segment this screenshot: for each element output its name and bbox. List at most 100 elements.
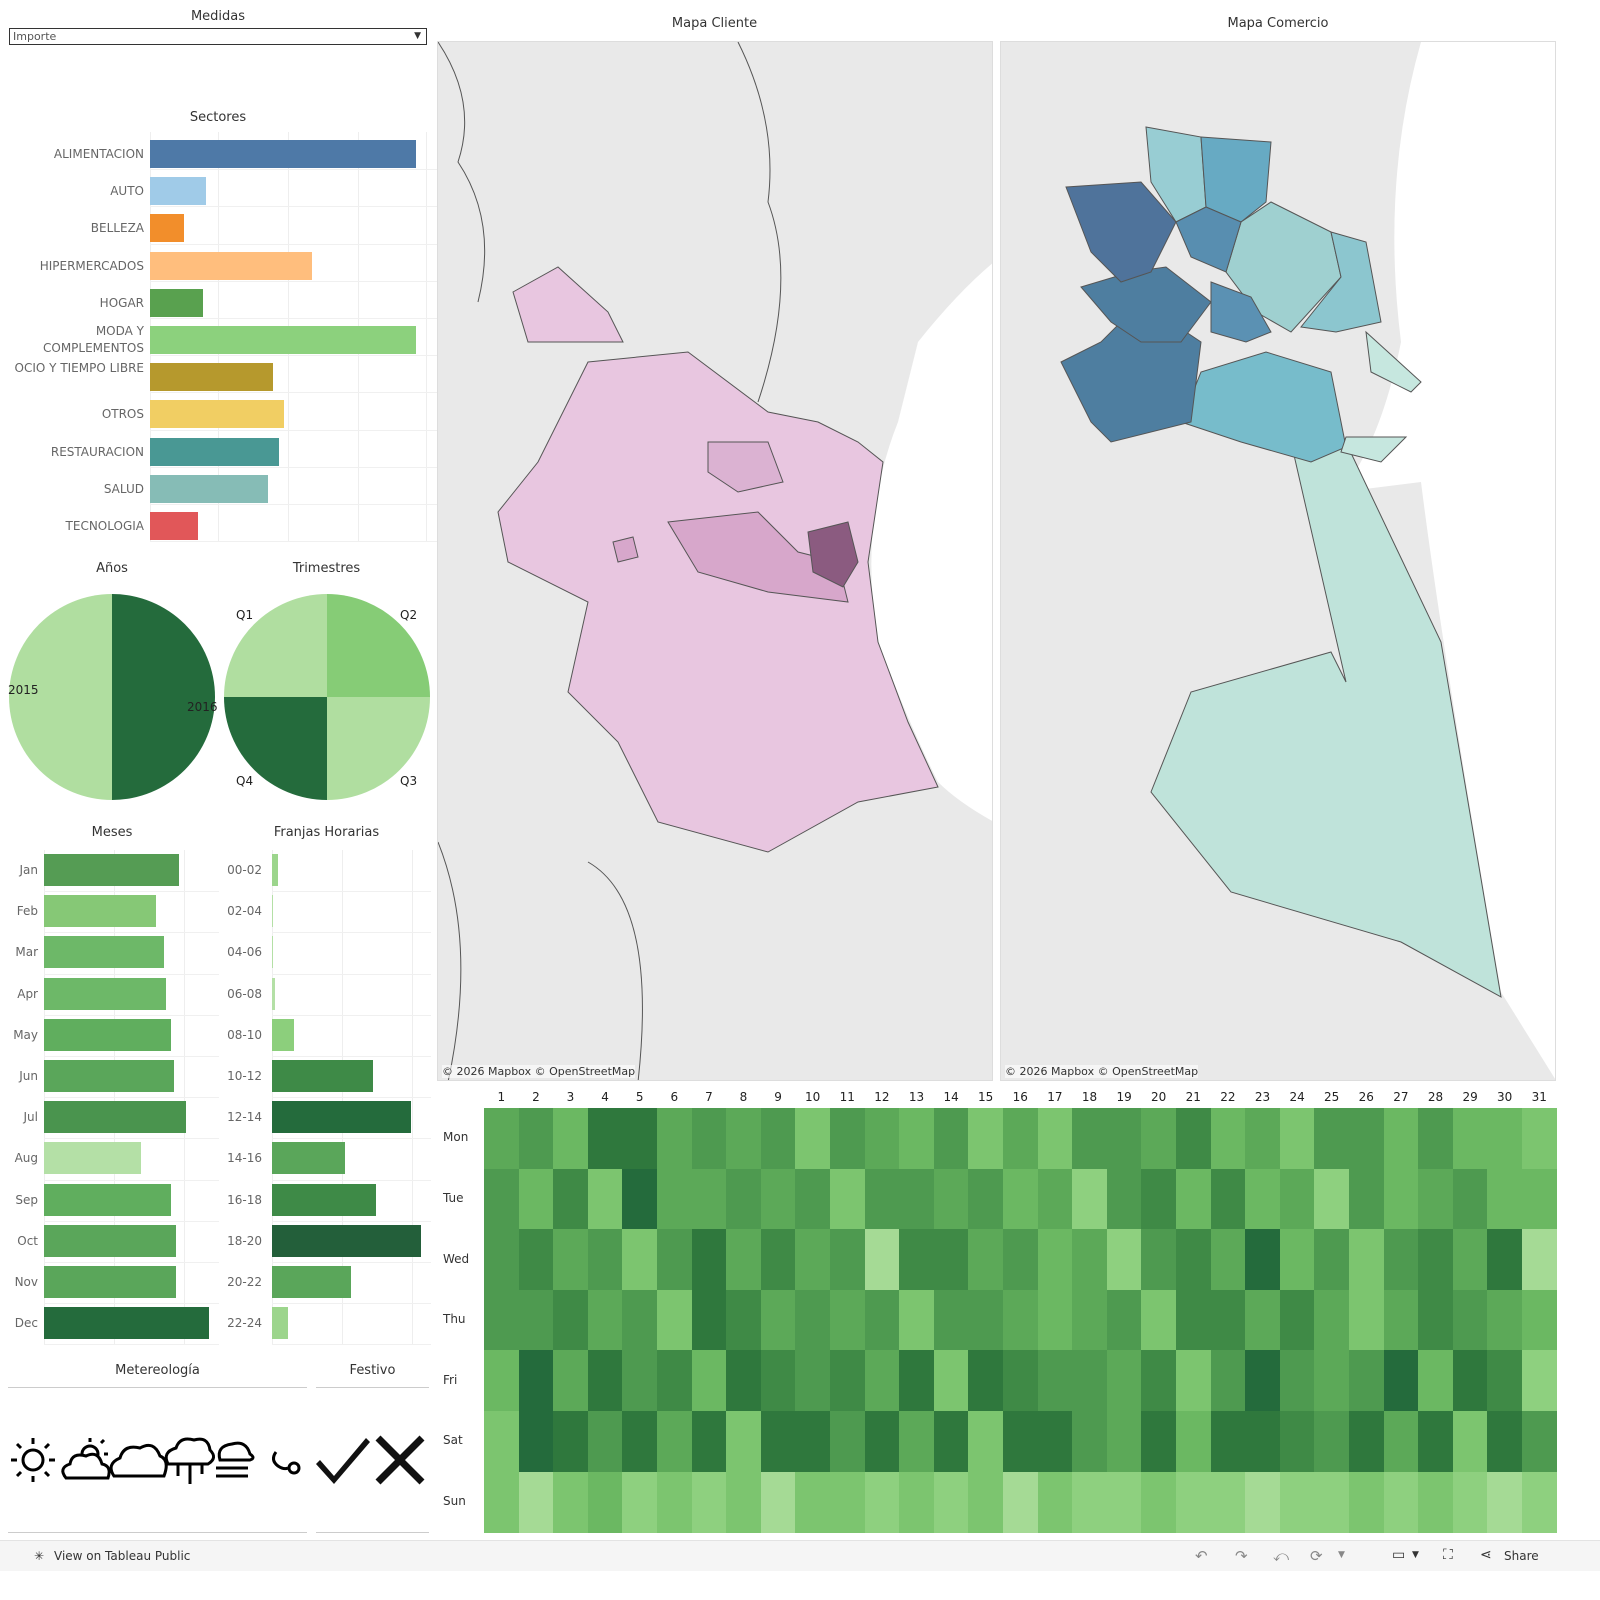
- bar[interactable]: [44, 854, 180, 886]
- heatmap-cell[interactable]: [1141, 1168, 1177, 1230]
- heatmap-cell[interactable]: [1037, 1108, 1073, 1170]
- heatmap-cell[interactable]: [795, 1108, 831, 1170]
- sun-icon[interactable]: [11, 1438, 55, 1482]
- heatmap-cell[interactable]: [1383, 1411, 1419, 1473]
- heatmap-cell[interactable]: [484, 1229, 520, 1291]
- heatmap-cell[interactable]: [1383, 1471, 1419, 1533]
- heatmap-cell[interactable]: [1452, 1289, 1488, 1351]
- heatmap-cell[interactable]: [1314, 1168, 1350, 1230]
- heatmap-cell[interactable]: [691, 1411, 727, 1473]
- heatmap-cell[interactable]: [1072, 1350, 1108, 1412]
- heatmap-cell[interactable]: [933, 1229, 969, 1291]
- heatmap-cell[interactable]: [1279, 1229, 1315, 1291]
- bar[interactable]: [150, 474, 268, 503]
- bar[interactable]: [44, 1018, 172, 1051]
- heatmap-cell[interactable]: [1452, 1471, 1488, 1533]
- heatmap-cell[interactable]: [622, 1168, 658, 1230]
- chevron-down-icon[interactable]: ▼: [414, 31, 421, 41]
- chevron-down-icon[interactable]: ▼: [1338, 1550, 1345, 1560]
- heatmap-cell[interactable]: [691, 1168, 727, 1230]
- heatmap-cell[interactable]: [1487, 1471, 1523, 1533]
- heatmap-cell[interactable]: [1383, 1229, 1419, 1291]
- heatmap-cell[interactable]: [657, 1411, 693, 1473]
- heatmap-cell[interactable]: [1176, 1411, 1212, 1473]
- heatmap-cell[interactable]: [1452, 1350, 1488, 1412]
- heatmap-cell[interactable]: [760, 1108, 796, 1170]
- heatmap-cell[interactable]: [1072, 1411, 1108, 1473]
- heatmap-cell[interactable]: [657, 1289, 693, 1351]
- heatmap-cell[interactable]: [760, 1289, 796, 1351]
- heatmap-cell[interactable]: [1522, 1350, 1558, 1412]
- view-on-tableau-public-link[interactable]: View on Tableau Public: [54, 1549, 191, 1563]
- heatmap-cell[interactable]: [1210, 1471, 1246, 1533]
- heatmap-cell[interactable]: [726, 1411, 762, 1473]
- heatmap-cell[interactable]: [1418, 1411, 1454, 1473]
- heatmap-cell[interactable]: [1349, 1471, 1385, 1533]
- bar[interactable]: [44, 1224, 176, 1257]
- heatmap-cell[interactable]: [691, 1471, 727, 1533]
- heatmap-cell[interactable]: [1279, 1289, 1315, 1351]
- heatmap-cell[interactable]: [1210, 1289, 1246, 1351]
- bar[interactable]: [44, 1266, 176, 1298]
- heatmap-cell[interactable]: [1037, 1350, 1073, 1412]
- refresh-icon[interactable]: ⟳: [1310, 1547, 1323, 1565]
- heatmap-cell[interactable]: [553, 1411, 589, 1473]
- heatmap-cell[interactable]: [864, 1350, 900, 1412]
- heatmap-cell[interactable]: [484, 1411, 520, 1473]
- heatmap-cell[interactable]: [1487, 1229, 1523, 1291]
- heatmap-cell[interactable]: [864, 1168, 900, 1230]
- district-shape[interactable]: [1340, 436, 1408, 463]
- heatmap-cell[interactable]: [1349, 1289, 1385, 1351]
- bar[interactable]: [272, 977, 275, 1010]
- heatmap-cell[interactable]: [795, 1471, 831, 1533]
- heatmap-cell[interactable]: [657, 1229, 693, 1291]
- bar[interactable]: [44, 1142, 142, 1175]
- heatmap-cell[interactable]: [553, 1289, 589, 1351]
- pie-slice[interactable]: [112, 594, 215, 800]
- heatmap-cell[interactable]: [622, 1411, 658, 1473]
- heatmap-cell[interactable]: [518, 1289, 554, 1351]
- heatmap-cell[interactable]: [1383, 1168, 1419, 1230]
- heatmap-cell[interactable]: [484, 1168, 520, 1230]
- heatmap-cell[interactable]: [587, 1289, 623, 1351]
- heatmap-cell[interactable]: [1072, 1168, 1108, 1230]
- district-shape[interactable]: [1175, 206, 1242, 273]
- district-shape[interactable]: [1210, 281, 1272, 343]
- heatmap-cell[interactable]: [1452, 1168, 1488, 1230]
- heatmap-cell[interactable]: [1487, 1350, 1523, 1412]
- bar[interactable]: [272, 1266, 351, 1298]
- heatmap-cell[interactable]: [760, 1229, 796, 1291]
- bar[interactable]: [44, 977, 167, 1010]
- heatmap-cell[interactable]: [553, 1108, 589, 1170]
- heatmap-cell[interactable]: [795, 1350, 831, 1412]
- heatmap-cell[interactable]: [1314, 1350, 1350, 1412]
- heatmap-cell[interactable]: [1037, 1229, 1073, 1291]
- heatmap-cell[interactable]: [622, 1471, 658, 1533]
- heatmap-cell[interactable]: [1072, 1229, 1108, 1291]
- heatmap-cell[interactable]: [1487, 1289, 1523, 1351]
- heatmap-cell[interactable]: [1279, 1108, 1315, 1170]
- heatmap-cell[interactable]: [968, 1168, 1004, 1230]
- heatmap-cell[interactable]: [484, 1471, 520, 1533]
- heatmap-cell[interactable]: [1522, 1108, 1558, 1170]
- share-icon[interactable]: ⋖: [1480, 1547, 1492, 1563]
- bar[interactable]: [272, 1307, 289, 1340]
- heatmap-cell[interactable]: [1141, 1350, 1177, 1412]
- heatmap-cell[interactable]: [1141, 1411, 1177, 1473]
- bar[interactable]: [272, 1018, 295, 1051]
- district-shape[interactable]: [1065, 181, 1177, 283]
- heatmap-cell[interactable]: [1106, 1411, 1142, 1473]
- heatmap-cell[interactable]: [657, 1168, 693, 1230]
- heatmap-cell[interactable]: [518, 1108, 554, 1170]
- heatmap-cell[interactable]: [1106, 1229, 1142, 1291]
- bar[interactable]: [272, 895, 274, 928]
- heatmap-cell[interactable]: [1003, 1168, 1039, 1230]
- heatmap-cell[interactable]: [726, 1471, 762, 1533]
- heatmap-cell[interactable]: [864, 1411, 900, 1473]
- heatmap-cell[interactable]: [795, 1229, 831, 1291]
- heatmap-cell[interactable]: [622, 1350, 658, 1412]
- heatmap-cell[interactable]: [553, 1168, 589, 1230]
- heatmap-cell[interactable]: [1003, 1229, 1039, 1291]
- heatmap-cell[interactable]: [1176, 1471, 1212, 1533]
- heatmap-cell[interactable]: [1314, 1108, 1350, 1170]
